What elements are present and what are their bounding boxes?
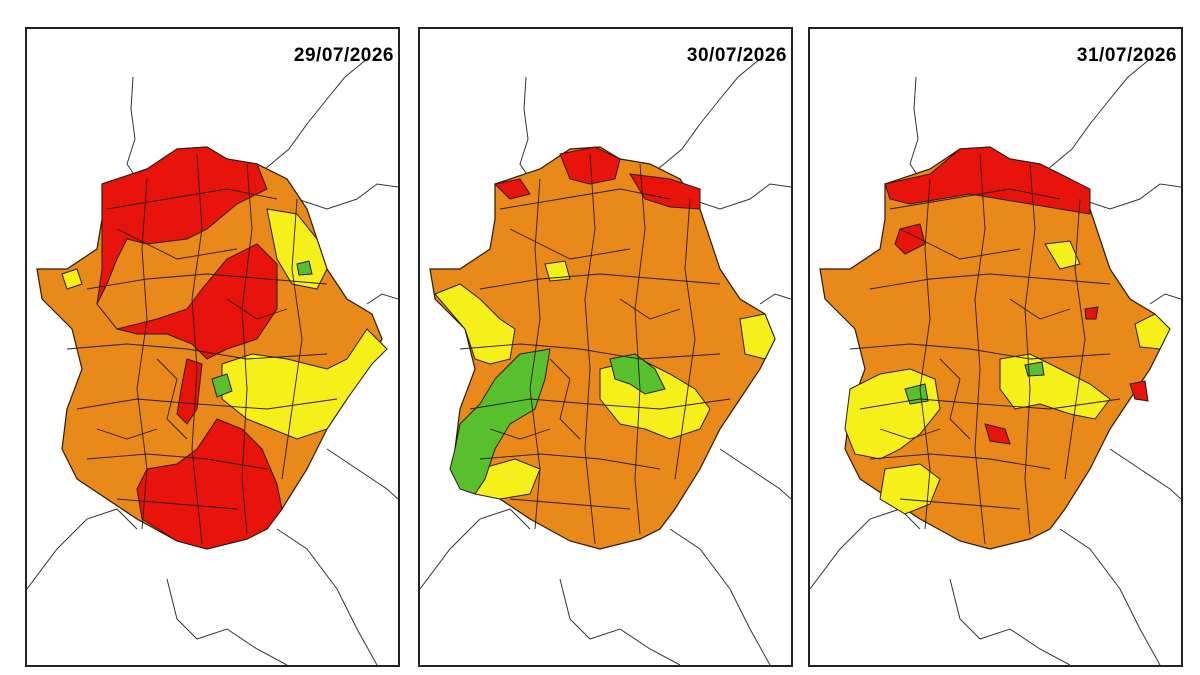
zone-green-west	[449, 348, 551, 495]
date-label: 30/07/2026	[686, 45, 787, 66]
zone-red-north	[96, 146, 278, 360]
zone-red-nw	[894, 223, 926, 255]
zone-yellow-east	[1134, 313, 1171, 350]
region-map-2	[420, 58, 791, 665]
boundary-lines	[810, 58, 1181, 665]
region-map-1	[27, 58, 398, 665]
zone-green-2	[1024, 361, 1045, 377]
municipality-lines	[459, 153, 731, 545]
zone-yellow-west	[434, 283, 516, 365]
zone-yellow-north	[544, 260, 571, 282]
zone-red-strip	[176, 358, 203, 425]
zone-yellow-east	[739, 313, 776, 360]
date-label: 29/07/2026	[293, 45, 394, 66]
zone-red-spots	[984, 306, 1149, 445]
region-map-3	[810, 58, 1181, 665]
zone-green-2	[296, 260, 313, 276]
region-base-orange	[819, 146, 1166, 550]
zone-green	[211, 373, 233, 398]
zone-yellow-east	[266, 208, 328, 290]
municipality-lines	[849, 153, 1121, 545]
date-label: 31/07/2026	[1076, 45, 1177, 66]
zone-red-north	[884, 146, 1091, 215]
municipality-lines	[66, 153, 338, 545]
region-base-orange	[429, 146, 776, 550]
zone-yellow-southeast	[221, 328, 388, 440]
zone-red-north	[493, 146, 701, 210]
map-panel-3: 31/07/2026	[808, 27, 1183, 667]
zone-yellow-north	[1044, 240, 1081, 270]
zone-yellow-west	[61, 268, 83, 290]
boundary-lines	[420, 58, 791, 665]
map-panel-1: 29/07/2026	[25, 27, 400, 667]
map-panel-2: 30/07/2026	[418, 27, 793, 667]
boundary-lines	[27, 58, 398, 665]
